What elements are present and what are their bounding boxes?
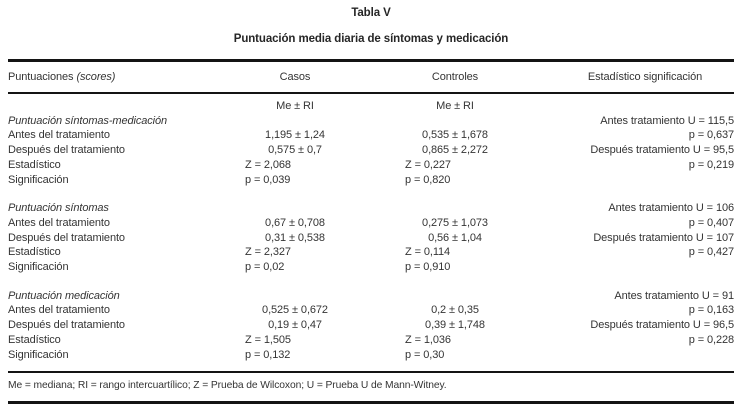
row-label: Después del tratamiento [8,319,125,332]
statistics-table: Puntuaciones (scores) Casos Controles Es… [8,59,734,405]
stat-value: p = 0,637 [688,129,734,142]
table-header-row: Puntuaciones (scores) Casos Controles Es… [8,62,734,94]
stat-value: p = 0,163 [688,304,734,317]
table-row: Estadístico Z = 1,505 Z = 1,036 p = 0,22… [8,333,734,348]
row-label: Significación [8,173,69,186]
controles-value: 0,535 ± 1,678 [422,129,488,142]
empty-cell [530,260,734,275]
controles-value: 0,275 ± 1,073 [422,216,488,229]
casos-value: Z = 2,327 [245,246,291,259]
casos-value: 0,67 ± 0,708 [265,216,325,229]
table-row: Puntuación medicación Antes tratamiento … [8,289,734,304]
controles-value: p = 0,30 [405,348,445,361]
column-header-controles: Controles [431,71,479,83]
controles-value: 0,39 ± 1,748 [425,319,485,332]
stat-value: p = 0,427 [688,246,734,259]
casos-value: Z = 1,505 [245,333,291,346]
casos-value: Z = 2,068 [245,158,291,171]
table-number-title: Tabla V [351,7,391,19]
empty-cell [530,173,734,188]
empty-cell [210,201,380,216]
controles-value: 0,865 ± 2,272 [422,144,488,157]
row-label: Antes del tratamiento [8,304,110,317]
table-row: Significación p = 0,039 p = 0,820 [8,173,734,188]
stat-value: Después tratamiento U = 96,5 [590,319,734,332]
scanned-table-page: Tabla V Puntuación media diaria de sínto… [8,7,734,405]
stat-value: Antes tratamiento U = 91 [614,289,734,302]
casos-value: 0,525 ± 0,672 [262,304,328,317]
header-text-italic: (scores) [76,71,116,83]
row-label: Después del tratamiento [8,231,125,244]
casos-value: p = 0,132 [245,348,291,361]
table-subtitle: Puntuación media diaria de síntomas y me… [233,33,509,45]
table-row: Después del tratamiento 0,31 ± 0,538 0,5… [8,231,734,246]
table-row: Antes del tratamiento 0,67 ± 0,708 0,275… [8,216,734,231]
empty-cell [210,114,380,129]
row-label: Estadístico [8,246,61,259]
empty-cell [530,348,734,363]
table-row: Estadístico Z = 2,068 Z = 0,227 p = 0,21… [8,158,734,173]
table-row: Estadístico Z = 2,327 Z = 0,114 p = 0,42… [8,245,734,260]
row-label: Significación [8,261,69,274]
table-row: Antes del tratamiento 1,195 ± 1,24 0,535… [8,128,734,143]
controles-value: Z = 0,114 [405,246,451,259]
controles-value: 0,56 ± 1,04 [428,231,482,244]
controles-value: Z = 0,227 [405,158,451,171]
section-medicacion: Puntuación medicación Antes tratamiento … [8,289,734,363]
empty-cell [8,99,210,114]
empty-cell [380,114,530,129]
row-label: Estadístico [8,158,61,171]
stat-value: p = 0,228 [688,333,734,346]
casos-value: 1,195 ± 1,24 [265,129,325,142]
empty-cell [380,201,530,216]
casos-subheader: Me ± RI [276,100,314,112]
row-label: Antes del tratamiento [8,129,110,142]
stat-value: Después tratamiento U = 107 [593,231,734,244]
casos-value: p = 0,039 [245,173,291,186]
empty-cell [380,289,530,304]
stat-value: Antes tratamiento U = 115,5 [600,114,734,127]
table-row: Puntuación síntomas Antes tratamiento U … [8,201,734,216]
controles-value: 0,2 ± 0,35 [431,304,479,317]
subheader-row: Me ± RI Me ± RI [8,99,734,114]
section-title: Puntuación medicación [8,289,120,302]
table-row: Después del tratamiento 0,19 ± 0,47 0,39… [8,318,734,333]
casos-value: p = 0,02 [245,261,285,274]
section-title: Puntuación síntomas-medicación [8,114,168,127]
table-row: Significación p = 0,132 p = 0,30 [8,348,734,363]
row-label: Estadístico [8,333,61,346]
empty-cell [210,289,380,304]
row-label: Antes del tratamiento [8,216,110,229]
section-sintomas-medicacion: Puntuación síntomas-medicación Antes tra… [8,114,734,188]
column-header-estadistico: Estadístico significación [587,71,703,83]
casos-value: 0,31 ± 0,538 [265,231,325,244]
stat-value: p = 0,407 [688,216,734,229]
table-row: Significación p = 0,02 p = 0,910 [8,260,734,275]
table-row: Antes del tratamiento 0,525 ± 0,672 0,2 … [8,303,734,318]
controles-value: p = 0,910 [405,261,451,274]
stat-value: Antes tratamiento U = 106 [608,202,734,215]
row-label: Después del tratamiento [8,144,125,157]
controles-value: Z = 1,036 [405,333,451,346]
controles-value: p = 0,820 [405,173,451,186]
casos-value: 0,19 ± 0,47 [268,319,322,332]
stat-value: Después tratamiento U = 95,5 [590,144,734,157]
section-sintomas: Puntuación síntomas Antes tratamiento U … [8,201,734,275]
controles-subheader: Me ± RI [436,100,474,112]
empty-cell [530,99,734,114]
stat-value: p = 0,219 [688,158,734,171]
table-body: Me ± RI Me ± RI Puntuación síntomas-medi… [8,94,734,371]
section-title: Puntuación síntomas [8,202,109,215]
table-footnote: Me = mediana; RI = rango intercuartílico… [8,371,734,401]
column-header-puntuaciones: Puntuaciones (scores) [8,71,210,84]
column-header-casos: Casos [279,71,311,83]
table-row: Después del tratamiento 0,575 ± 0,7 0,86… [8,143,734,158]
row-label: Significación [8,348,69,361]
table-row: Puntuación síntomas-medicación Antes tra… [8,114,734,129]
casos-value: 0,575 ± 0,7 [268,144,322,157]
header-text: Puntuaciones [8,71,74,83]
